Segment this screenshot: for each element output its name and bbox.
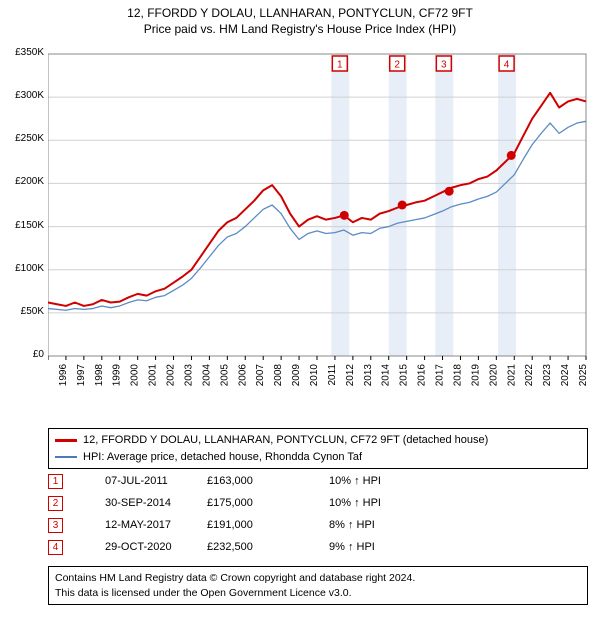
sale-price: £163,000 — [207, 475, 317, 487]
svg-text:3: 3 — [441, 60, 447, 71]
svg-text:2016: 2016 — [417, 364, 428, 387]
sale-price: £232,500 — [207, 541, 317, 553]
svg-text:2019: 2019 — [470, 364, 481, 387]
svg-text:2: 2 — [394, 60, 400, 71]
svg-text:2017: 2017 — [435, 364, 446, 387]
legend-swatch-red — [55, 439, 77, 442]
title-subtitle: Price paid vs. HM Land Registry's House … — [10, 22, 590, 36]
chart-container: 12, FFORDD Y DOLAU, LLANHARAN, PONTYCLUN… — [0, 0, 600, 620]
sale-pct: 10% ↑ HPI — [329, 475, 449, 487]
sale-price: £175,000 — [207, 497, 317, 509]
svg-text:2021: 2021 — [506, 364, 517, 387]
svg-text:2009: 2009 — [291, 364, 302, 387]
footer-box: Contains HM Land Registry data © Crown c… — [48, 566, 588, 605]
svg-text:2002: 2002 — [166, 364, 177, 387]
sale-date: 29-OCT-2020 — [75, 541, 195, 553]
sales-table: 1 07-JUL-2011 £163,000 10% ↑ HPI 2 30-SE… — [48, 470, 588, 558]
svg-text:1999: 1999 — [112, 364, 123, 387]
title-address: 12, FFORDD Y DOLAU, LLANHARAN, PONTYCLUN… — [10, 6, 590, 20]
sale-pct: 10% ↑ HPI — [329, 497, 449, 509]
y-axis-label: £100K — [15, 263, 44, 274]
svg-text:2013: 2013 — [363, 364, 374, 387]
sale-price: £191,000 — [207, 519, 317, 531]
sale-date: 07-JUL-2011 — [75, 475, 195, 487]
svg-text:2010: 2010 — [309, 364, 320, 387]
legend-row-property: 12, FFORDD Y DOLAU, LLANHARAN, PONTYCLUN… — [55, 432, 581, 449]
table-row: 4 29-OCT-2020 £232,500 9% ↑ HPI — [48, 536, 588, 558]
marker-box-2: 2 — [48, 496, 63, 511]
legend-row-hpi: HPI: Average price, detached house, Rhon… — [55, 449, 581, 466]
y-axis-label: £250K — [15, 133, 44, 144]
y-axis-label: £300K — [15, 90, 44, 101]
legend-swatch-blue — [55, 456, 77, 458]
legend-label-property: 12, FFORDD Y DOLAU, LLANHARAN, PONTYCLUN… — [83, 432, 488, 449]
svg-text:1998: 1998 — [94, 364, 105, 387]
svg-text:2001: 2001 — [148, 364, 159, 387]
svg-text:2020: 2020 — [488, 364, 499, 387]
svg-text:2007: 2007 — [255, 364, 266, 387]
svg-text:2022: 2022 — [524, 364, 535, 387]
legend-label-hpi: HPI: Average price, detached house, Rhon… — [83, 449, 362, 466]
svg-text:1997: 1997 — [76, 364, 87, 387]
svg-text:2005: 2005 — [219, 364, 230, 387]
line-chart-svg: 1995 1996 1997 1998 1999 2000 2001 2002 2003 2004… — [48, 46, 588, 396]
y-axis-label: £200K — [15, 176, 44, 187]
svg-text:1995: 1995 — [48, 364, 51, 387]
table-row: 2 30-SEP-2014 £175,000 10% ↑ HPI — [48, 492, 588, 514]
sale-pct: 9% ↑ HPI — [329, 541, 449, 553]
y-axis-label: £350K — [15, 47, 44, 58]
svg-text:2006: 2006 — [237, 364, 248, 387]
svg-text:2004: 2004 — [201, 364, 212, 387]
chart-area: 1995 1996 1997 1998 1999 2000 2001 2002 2003 2004… — [48, 46, 588, 396]
footer-line1: Contains HM Land Registry data © Crown c… — [55, 571, 581, 586]
title-block: 12, FFORDD Y DOLAU, LLANHARAN, PONTYCLUN… — [0, 0, 600, 40]
y-axis-label: £150K — [15, 220, 44, 231]
svg-text:2023: 2023 — [542, 364, 553, 387]
y-axis-label: £0 — [33, 349, 44, 360]
sale-date: 12-MAY-2017 — [75, 519, 195, 531]
marker-box-1: 1 — [48, 474, 63, 489]
sale-pct: 8% ↑ HPI — [329, 519, 449, 531]
table-row: 1 07-JUL-2011 £163,000 10% ↑ HPI — [48, 470, 588, 492]
sale-date: 30-SEP-2014 — [75, 497, 195, 509]
svg-text:4: 4 — [504, 60, 510, 71]
marker-box-4: 4 — [48, 540, 63, 555]
svg-text:2025: 2025 — [578, 364, 588, 387]
svg-text:2024: 2024 — [560, 364, 571, 387]
svg-text:2015: 2015 — [399, 364, 410, 387]
svg-text:2012: 2012 — [345, 364, 356, 387]
svg-text:2003: 2003 — [183, 364, 194, 387]
svg-text:1996: 1996 — [58, 364, 69, 387]
svg-text:2011: 2011 — [327, 364, 338, 386]
footer-line2: This data is licensed under the Open Gov… — [55, 586, 581, 601]
legend-box: 12, FFORDD Y DOLAU, LLANHARAN, PONTYCLUN… — [48, 428, 588, 469]
svg-text:1: 1 — [337, 60, 343, 71]
svg-text:2000: 2000 — [130, 364, 141, 387]
table-row: 3 12-MAY-2017 £191,000 8% ↑ HPI — [48, 514, 588, 536]
svg-text:2008: 2008 — [273, 364, 284, 387]
svg-text:2018: 2018 — [452, 364, 463, 387]
svg-text:2014: 2014 — [381, 364, 392, 387]
marker-box-3: 3 — [48, 518, 63, 533]
y-axis-label: £50K — [21, 306, 44, 317]
